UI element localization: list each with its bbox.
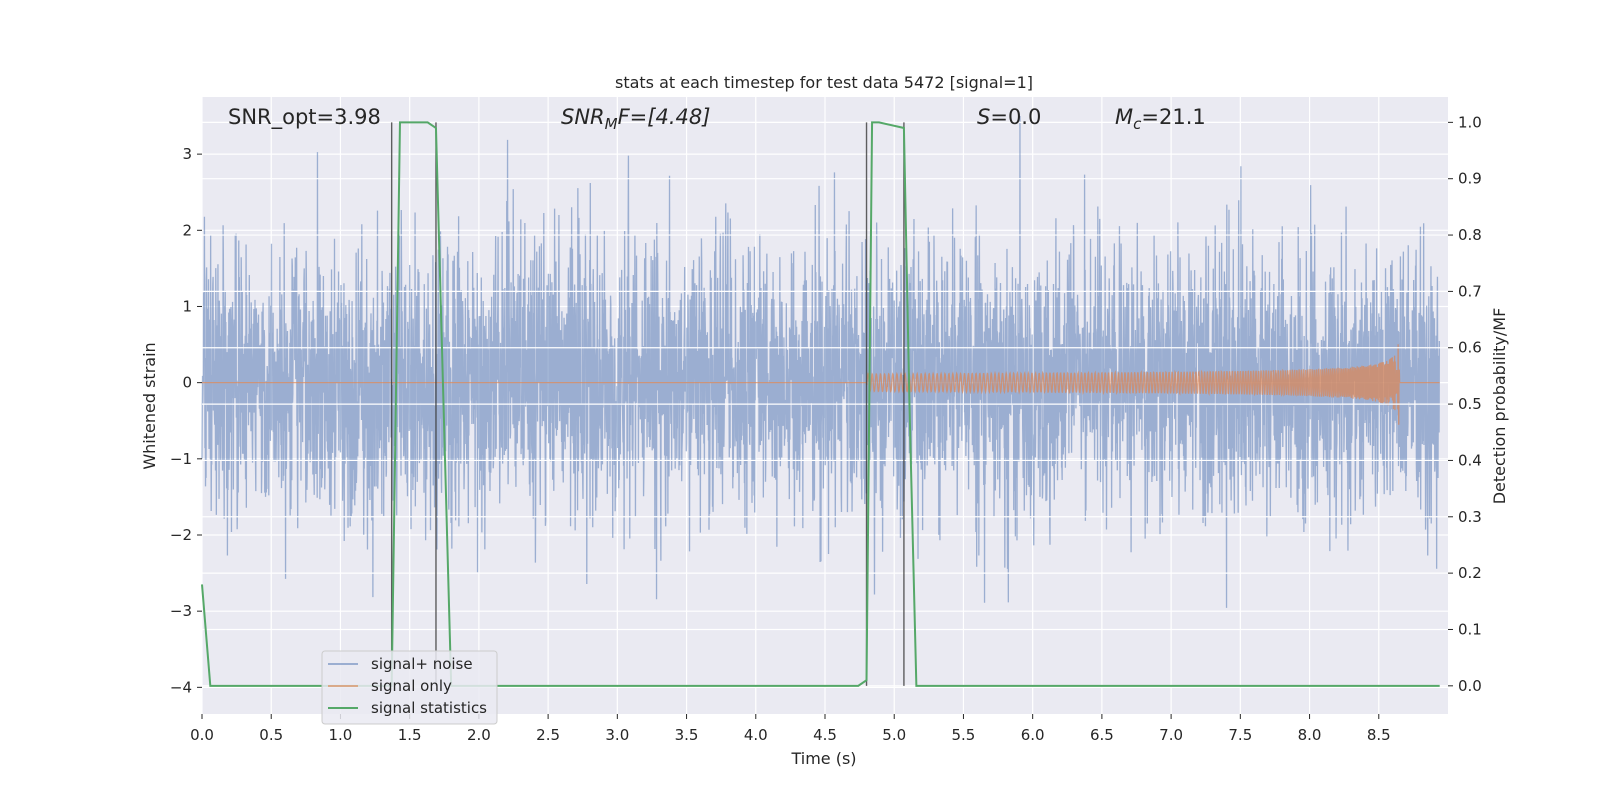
x-tick-label: 0.0 [190, 726, 214, 744]
series-signal-noise [201, 116, 1440, 608]
legend-label-signal: signal only [371, 677, 452, 695]
y2-tick-label: 0.5 [1458, 395, 1482, 413]
y-tick-label: −1 [170, 450, 192, 468]
y-tick-label: −3 [170, 602, 192, 620]
x-tick-label: 8.5 [1367, 726, 1391, 744]
x-tick-label: 3.0 [605, 726, 629, 744]
annotation-snr-mf-symbol: SNR [561, 105, 605, 129]
annotation-mc: Mc=21.1 [1115, 105, 1206, 133]
y-tick-label: 3 [182, 145, 192, 163]
series-line-signal-noise [201, 116, 1440, 608]
x-tick-label: 2.0 [467, 726, 491, 744]
x-tick-label: 6.5 [1090, 726, 1114, 744]
y2-tick-label: 0.0 [1458, 677, 1482, 695]
legend-label-stats: signal statistics [371, 699, 487, 717]
y2-tick-label: 0.1 [1458, 620, 1482, 638]
annotation-s-value: =0.0 [990, 105, 1041, 129]
annotation-snr-mf-value: F=[4.48] [618, 105, 711, 129]
y-tick-label: −4 [170, 678, 192, 696]
series-line-signal-only [202, 344, 1440, 425]
y-tick-label: −2 [170, 526, 192, 544]
x-tick-label: 6.0 [1021, 726, 1045, 744]
annotation-snr-opt: SNR_opt=3.98 [228, 105, 381, 130]
y2-tick-label: 0.8 [1458, 226, 1482, 244]
y-tick-label: 2 [182, 221, 192, 239]
y2-tick-label: 0.9 [1458, 170, 1482, 188]
x-tick-label: 7.0 [1159, 726, 1183, 744]
y-axis-label: Whitened strain [140, 342, 159, 469]
annotation-s: S=0.0 [977, 105, 1041, 129]
y2-tick-label: 0.3 [1458, 508, 1482, 526]
legend: signal+ noise signal only signal statist… [321, 650, 498, 725]
annotation-snr-mf-subscript: M [605, 115, 618, 133]
legend-label-noise: signal+ noise [371, 655, 473, 673]
x-tick-label: 4.5 [813, 726, 837, 744]
y-tick-label: 0 [182, 374, 192, 392]
y-tick-labels: 3 2 1 0 −1 −2 −3 −4 [170, 145, 202, 696]
x-tick-label: 1.0 [329, 726, 353, 744]
annotation-s-symbol: S [977, 105, 990, 129]
y2-axis-label: Detection probability/MF [1490, 308, 1509, 505]
x-tick-label: 4.0 [744, 726, 768, 744]
y2-tick-label: 0.6 [1458, 339, 1482, 357]
chart-title: stats at each timestep for test data 547… [615, 73, 1033, 92]
y-tick-label: 1 [182, 297, 192, 315]
x-tick-label: 1.5 [398, 726, 422, 744]
x-tick-label: 8.0 [1298, 726, 1322, 744]
x-tick-label: 5.0 [882, 726, 906, 744]
y2-tick-label: 0.2 [1458, 564, 1482, 582]
x-axis-label: Time (s) [790, 749, 856, 768]
y2-tick-labels: 1.0 0.9 0.8 0.7 0.6 0.5 0.4 0.3 0.2 0.1 0.0 [1448, 113, 1482, 695]
annotation-mc-subscript: c [1133, 115, 1142, 133]
x-tick-label: 5.5 [952, 726, 976, 744]
x-tick-label: 0.5 [259, 726, 283, 744]
annotation-snr-mf: SNRMF=[4.48] [561, 105, 710, 133]
y2-tick-label: 1.0 [1458, 113, 1482, 131]
annotation-mc-symbol: M [1115, 105, 1133, 129]
series-signal-only [202, 344, 1440, 425]
annotation-mc-value: =21.1 [1141, 105, 1205, 129]
x-tick-label: 2.5 [536, 726, 560, 744]
x-tick-label: 7.5 [1228, 726, 1252, 744]
legend-box [321, 650, 498, 725]
x-tick-labels: 0.0 0.5 1.0 1.5 2.0 2.5 3.0 3.5 4.0 4.5 5.0 5.5 6.0 6… [190, 714, 1391, 744]
x-tick-label: 3.5 [675, 726, 699, 744]
y2-tick-label: 0.7 [1458, 282, 1482, 300]
y2-tick-label: 0.4 [1458, 451, 1482, 469]
